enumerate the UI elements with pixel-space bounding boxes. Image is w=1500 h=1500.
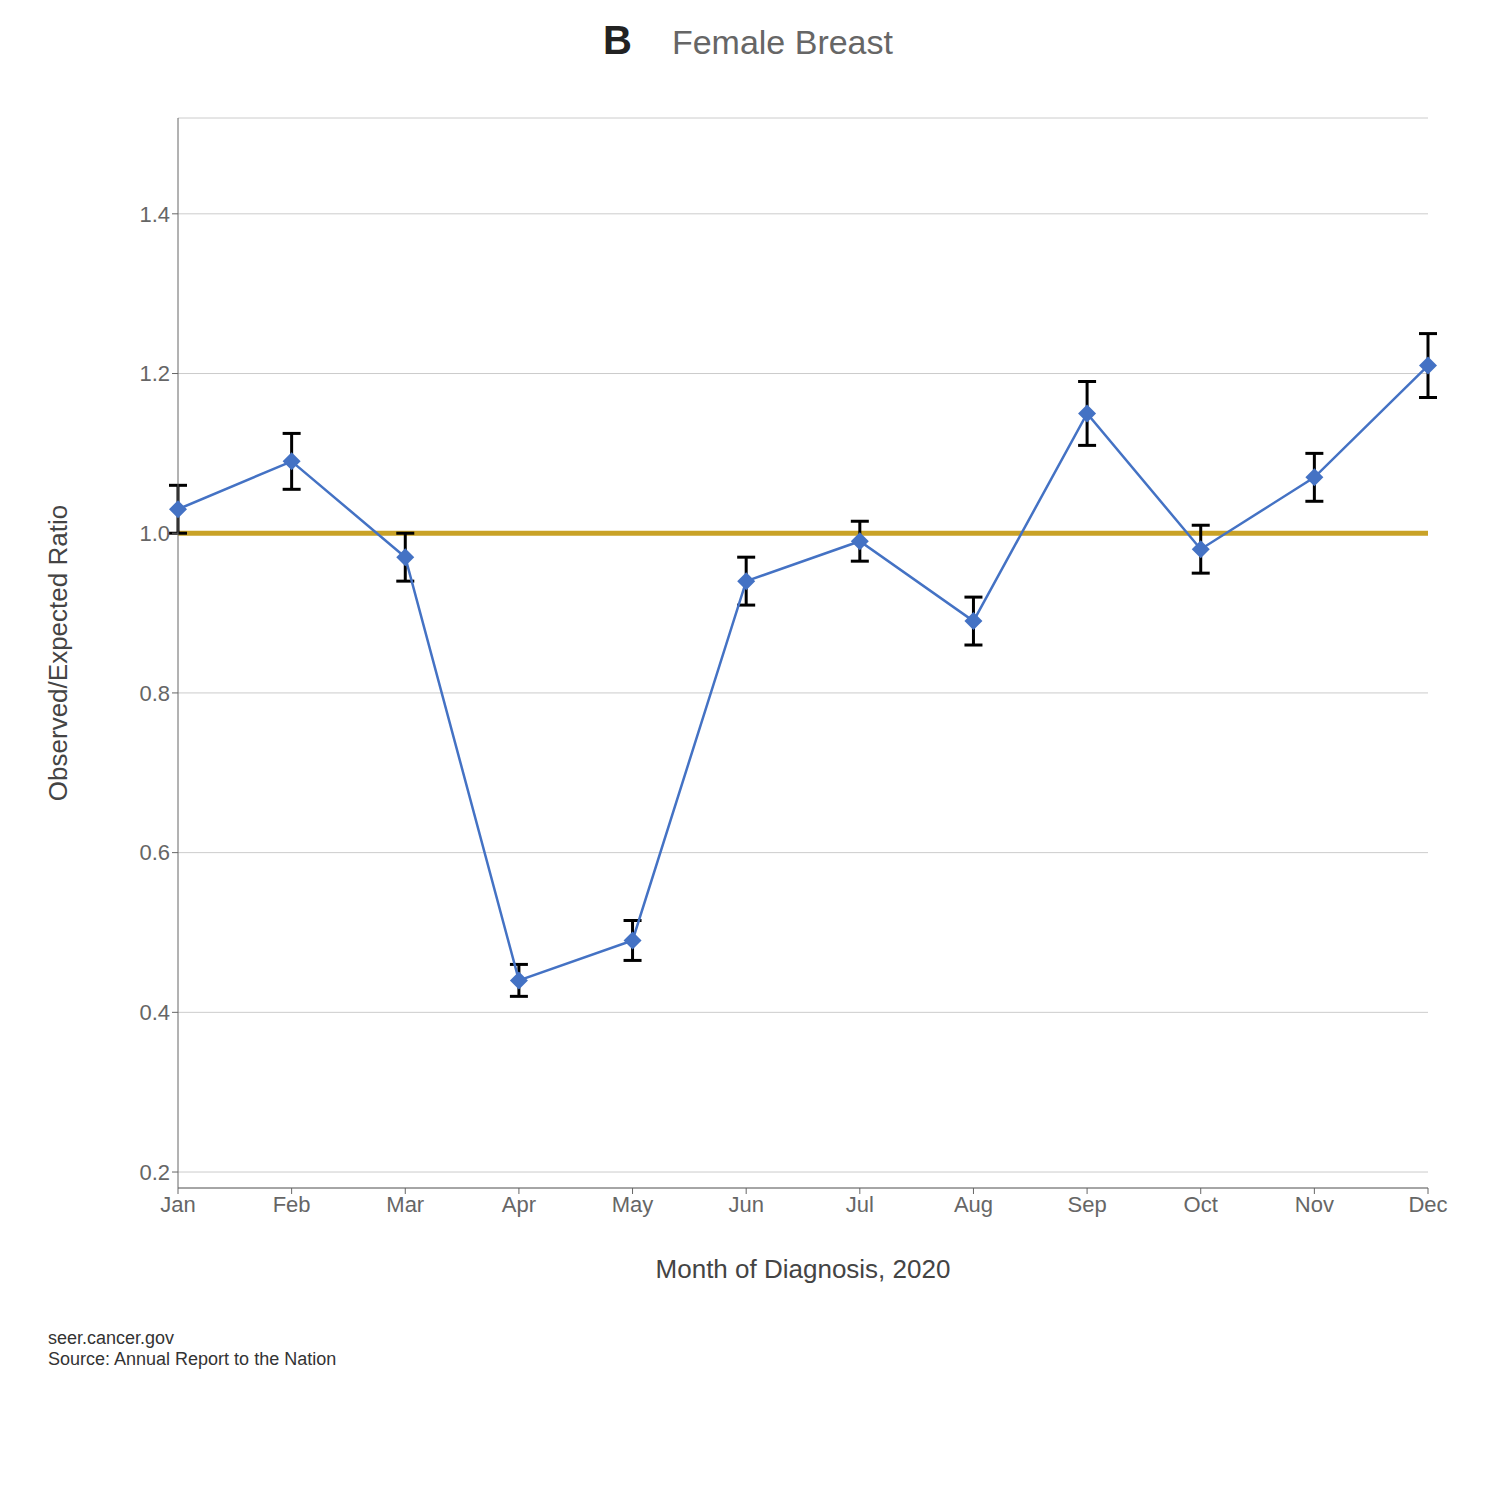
svg-text:Jan: Jan xyxy=(160,1192,195,1217)
svg-text:Sep: Sep xyxy=(1068,1192,1107,1217)
svg-text:Observed/Expected Ratio: Observed/Expected Ratio xyxy=(43,505,73,801)
svg-text:1.0: 1.0 xyxy=(139,521,170,546)
svg-text:Mar: Mar xyxy=(386,1192,424,1217)
svg-text:Jun: Jun xyxy=(728,1192,763,1217)
svg-text:Month of Diagnosis, 2020: Month of Diagnosis, 2020 xyxy=(656,1254,951,1284)
svg-text:0.2: 0.2 xyxy=(139,1160,170,1185)
svg-text:Dec: Dec xyxy=(1408,1192,1447,1217)
svg-text:Apr: Apr xyxy=(502,1192,536,1217)
svg-text:1.2: 1.2 xyxy=(139,361,170,386)
svg-text:0.4: 0.4 xyxy=(139,1000,170,1025)
html-text:B: B xyxy=(603,18,632,62)
svg-text:Aug: Aug xyxy=(954,1192,993,1217)
svg-text:1.4: 1.4 xyxy=(139,202,170,227)
html-text:seer.cancer.gov Source: Annual: seer.cancer.gov Source: Annual Report to… xyxy=(48,1328,337,1369)
svg-text:Nov: Nov xyxy=(1295,1192,1334,1217)
html-text:Female Breast: Female Breast xyxy=(671,23,893,61)
svg-text:Oct: Oct xyxy=(1184,1192,1218,1217)
svg-text:0.8: 0.8 xyxy=(139,681,170,706)
svg-text:0.6: 0.6 xyxy=(139,840,170,865)
svg-text:Feb: Feb xyxy=(273,1192,311,1217)
svg-text:Jul: Jul xyxy=(846,1192,874,1217)
svg-text:May: May xyxy=(612,1192,654,1217)
